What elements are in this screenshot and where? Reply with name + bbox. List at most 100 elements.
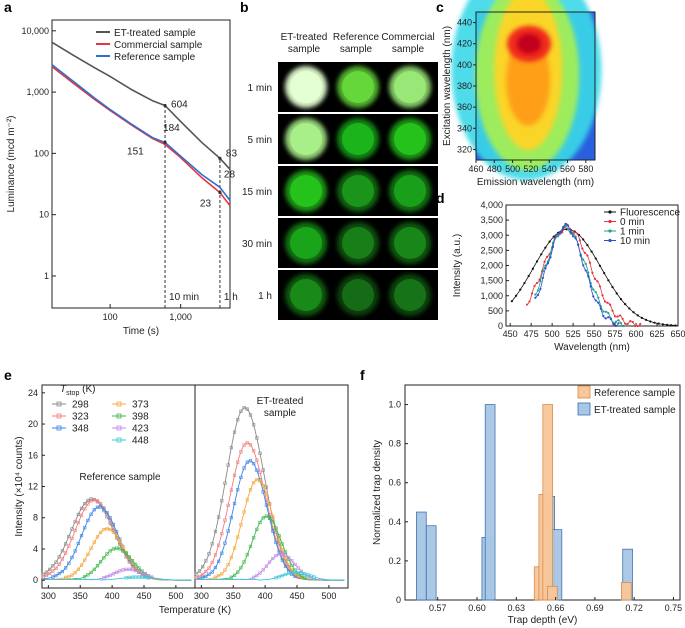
glow-curve-marker [127,567,131,571]
x-tick-label: 500 [505,164,520,174]
spectrum-point [592,288,595,291]
y-axis-label: Normalized trap density [372,440,383,545]
glow-curve-marker [201,572,205,577]
legend-marker [608,210,612,214]
spectrum-point [543,260,546,263]
legend-marker [116,413,122,419]
glow-curve-marker [306,573,310,577]
x-tick-label: 500 [168,591,183,601]
legend-label: 298 [72,400,89,411]
glow-curve-marker [89,546,93,550]
spectrum-point [531,267,534,270]
legend-label: Commercial sample [114,40,203,51]
x-tick-label: 350 [73,591,88,601]
glow-curve-marker [213,565,218,570]
glow-curve-marker [92,508,96,512]
legend-label: 398 [132,412,149,423]
spectrum-point [584,269,587,272]
glow-curve-marker [277,575,281,579]
glow-curve-marker [63,542,68,546]
panel-e-thermoluminescence-chart: 300 350 400 450 500 300 350 400 450 500 0 4 8 12 16 20 2… [14,384,349,616]
glow-curve-marker [95,499,100,503]
glow-curve-marker [60,549,64,553]
glow-curve-marker [226,463,230,467]
y-tick-label: 0 [396,595,401,605]
glow-curve-marker [258,571,262,575]
glow-curve-marker [312,575,316,579]
spectrum-point [536,294,539,297]
y-tick-label: 1.0 [388,400,401,410]
glow-curve-marker [255,527,259,531]
glow-curve-marker [86,502,90,506]
phosphor-sample-disc [342,175,374,207]
x-tick-label: 500 [545,329,560,339]
y-tick-label: 1 [44,271,49,281]
column-header-line2: sample [340,44,373,55]
panel-label-a: a [4,0,12,15]
glow-curve-marker [70,536,74,540]
spectrum-point [596,280,599,283]
x-tick-label: 450 [136,591,151,601]
glow-curve-marker [261,516,265,520]
legend-label: 373 [132,400,149,411]
spectrum-point [614,320,618,323]
glow-curve-marker [220,531,224,536]
spectrum-point [604,317,607,320]
glow-curve-marker [255,458,259,462]
y-tick-label: 380 [457,81,472,91]
glow-curve-marker [255,436,259,440]
glow-curve-marker [102,507,106,511]
x-tick-label: 400 [258,591,273,601]
x-tick-label: 0.66 [547,603,565,613]
glow-curve-marker [296,570,300,575]
spectrum-point [546,255,549,258]
glow-curve-marker [283,556,288,560]
spectrum-point [616,315,619,318]
glow-curve-marker [79,513,84,517]
spectrum-point [628,307,631,310]
spectrum-line [511,228,678,326]
panel-b-photo-grid: ET-treatedsampleReferencesampleCommercia… [242,32,438,320]
spectrum-point [554,236,557,239]
spectrum-point [649,320,652,323]
spectrum-point [534,293,537,296]
glow-curve-marker [210,542,214,546]
phosphor-sample-disc [394,227,426,259]
glow-curve-marker [216,574,221,578]
legend-marker [56,401,62,407]
glow-curve-marker [105,510,109,515]
glow-curve-marker [245,441,249,445]
glow-curve-marker [226,503,230,507]
glow-curve-marker [271,529,275,533]
spectrum-point [578,239,581,242]
glow-curve-marker [239,450,243,454]
x-tick-label: 400 [105,591,120,601]
panel-label-b: b [240,0,249,15]
spectrum-point [613,315,617,318]
glow-curve-marker [134,565,138,569]
glow-curve-marker [51,575,55,579]
glow-curve-marker [108,516,112,520]
glow-curve-marker [111,572,115,576]
glow-curve-marker [232,573,237,577]
glow-curve-marker [137,575,141,579]
glow-curve-marker [261,468,265,472]
glow-curve-marker [105,527,109,531]
glow-curve-marker [70,527,74,531]
y-tick-label: 20 [28,419,38,429]
spectrum-point [566,224,570,227]
annotation-label: 28 [224,169,236,180]
x-axis-label: Emission wavelength (nm) [477,177,594,188]
y-axis-label: Intensity (×10⁴ counts) [14,436,25,536]
glow-curve-marker [280,552,284,556]
glow-curve-marker [236,535,240,539]
glow-curve-marker [274,540,278,545]
annotation-label: 151 [127,146,144,157]
glow-curve-marker [57,562,61,566]
glow-curve-marker [223,481,227,485]
spectrum-point [657,322,660,325]
row-label: 1 min [248,83,272,94]
y-axis-label: Excitation wavelength (nm) [442,26,453,146]
glow-curve-marker [76,520,80,525]
glow-curve-marker [239,523,243,527]
